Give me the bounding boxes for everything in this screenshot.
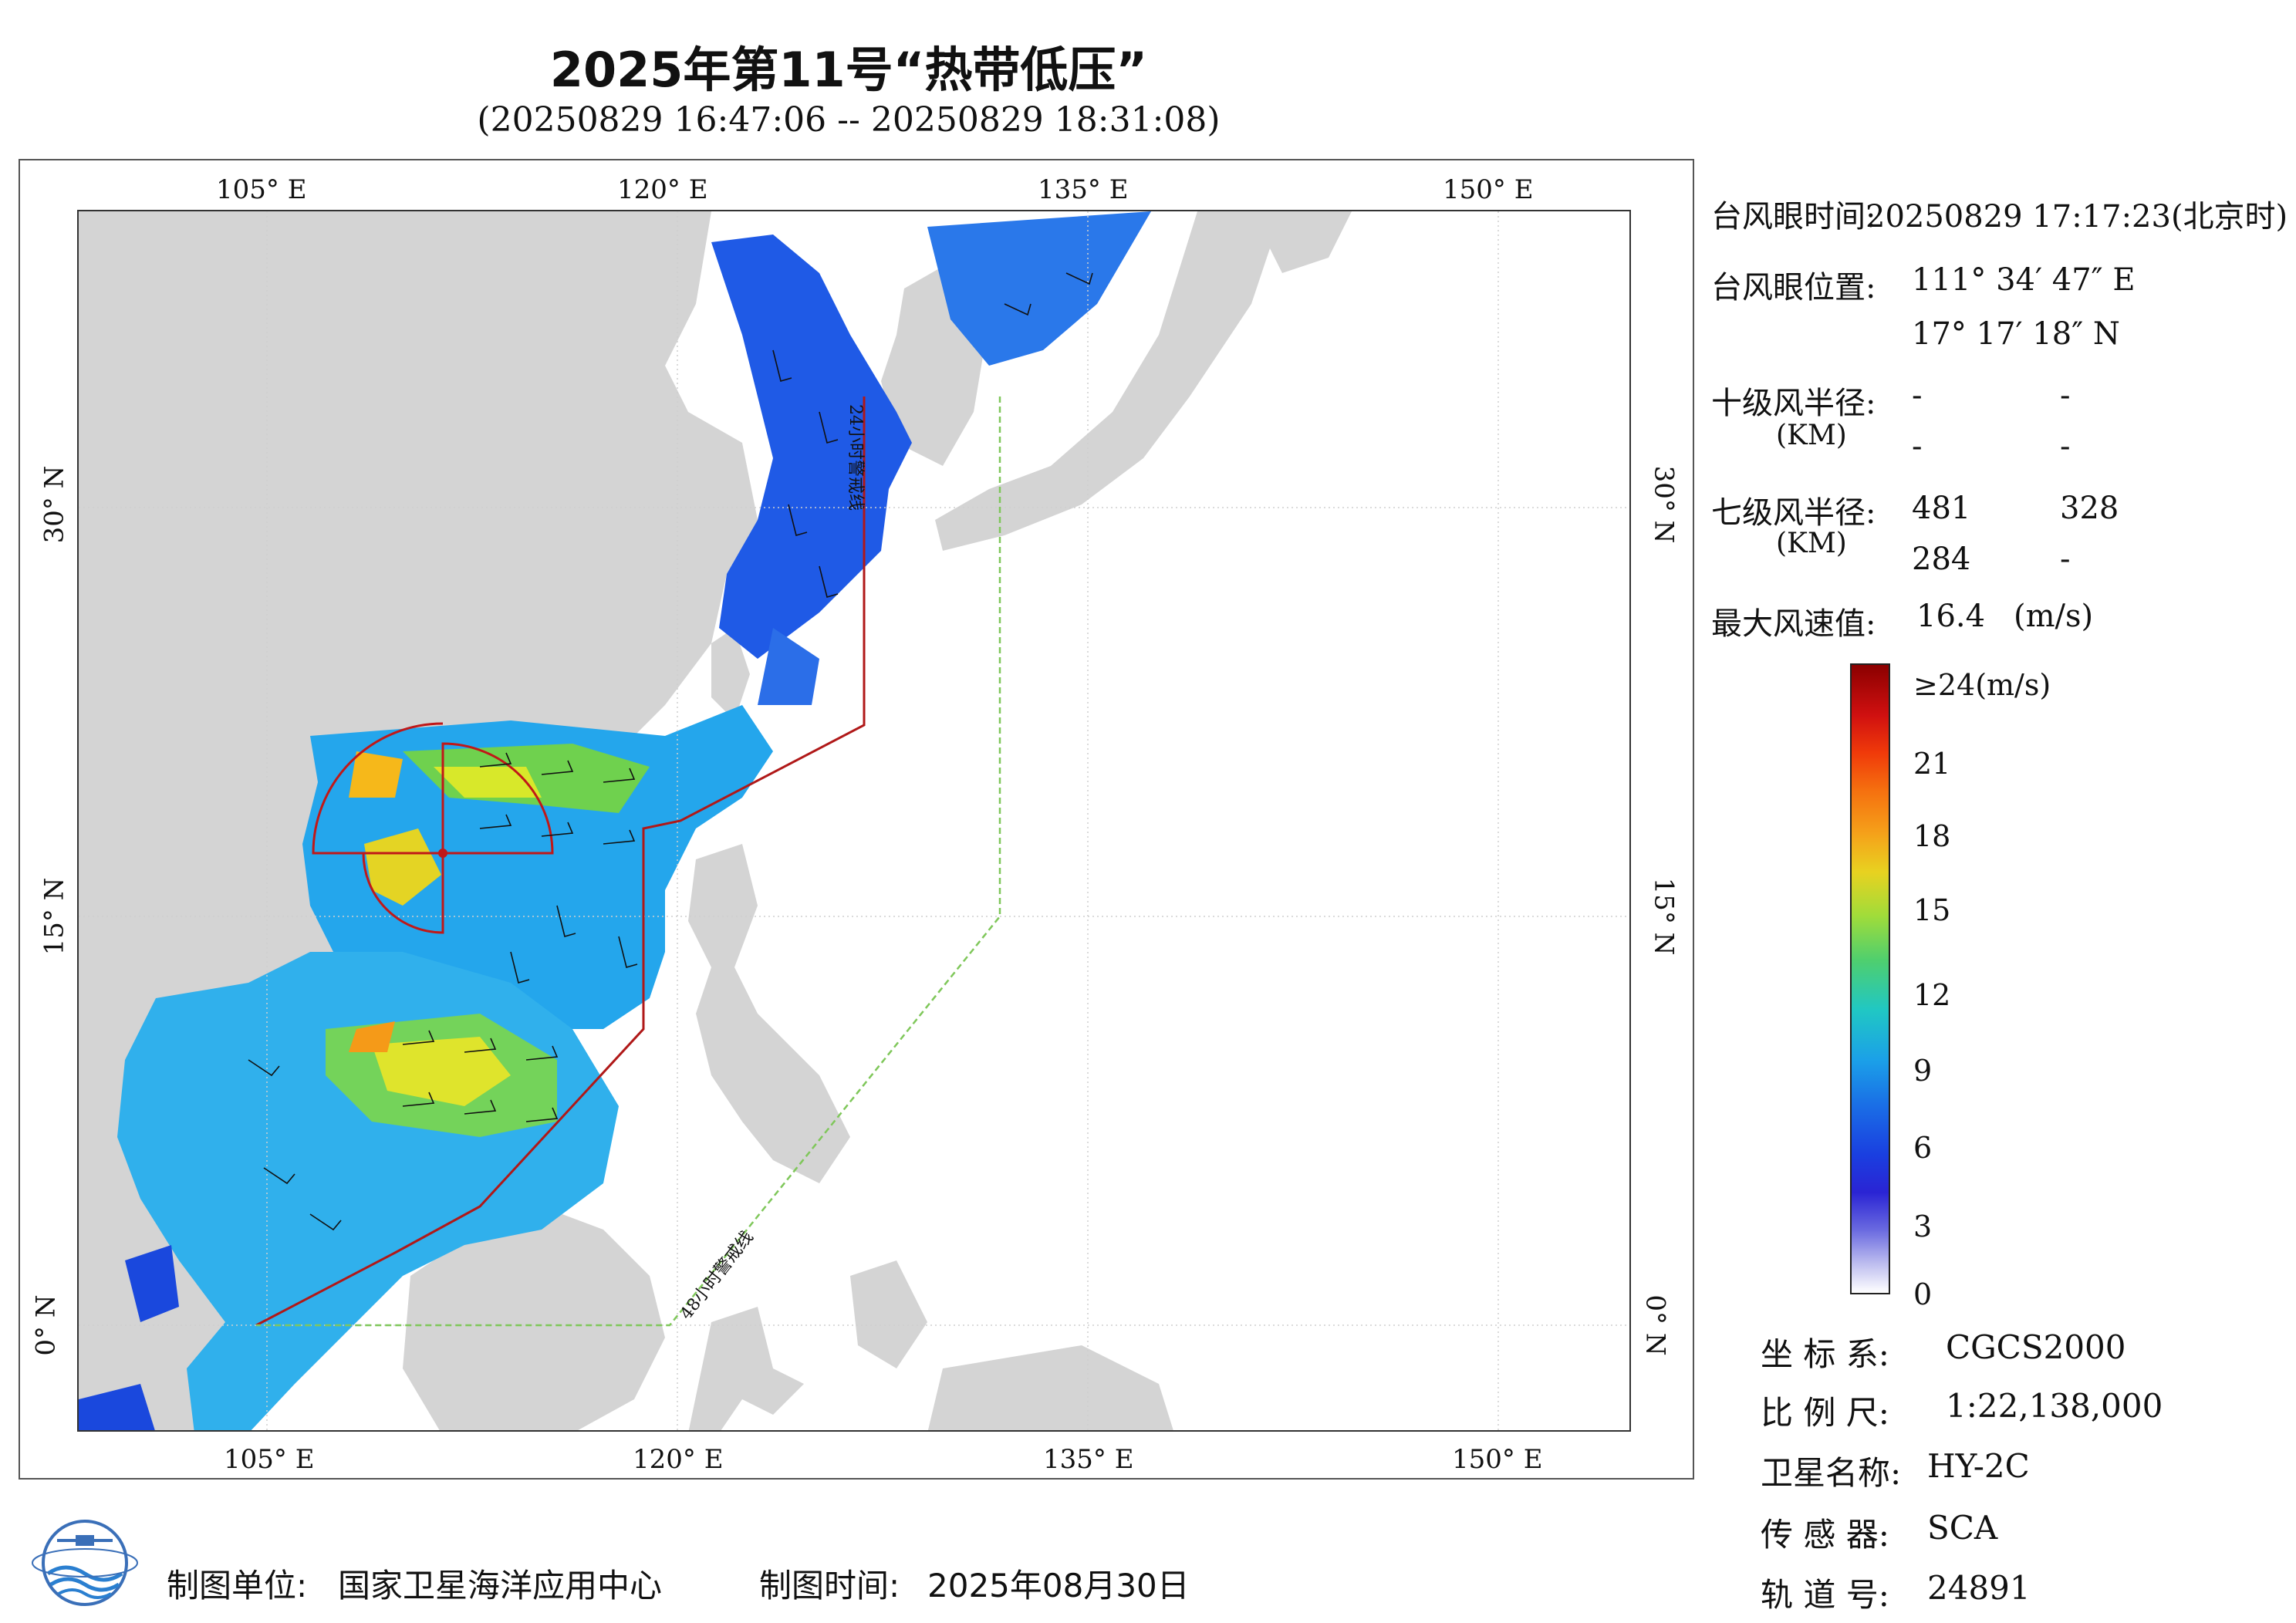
- typhoon-eye-marker: [438, 849, 447, 858]
- r10-value: -: [1912, 378, 1923, 413]
- colorbar-label: 15: [1913, 893, 1951, 927]
- satellite-value: HY-2C: [1927, 1447, 2030, 1485]
- warning-line-24h: [255, 396, 866, 1327]
- colorbar-label: 3: [1913, 1210, 1933, 1243]
- map-frame: [19, 159, 1694, 1480]
- colorbar-label: ≥24(m/s): [1913, 668, 2051, 702]
- warning-line-48h: [256, 396, 1001, 1327]
- producer-value: 国家卫星海洋应用中心: [338, 1567, 663, 1604]
- wind-swath: [79, 211, 1151, 1430]
- wind-speed-colorbar: [1850, 663, 1890, 1294]
- crs-label: 坐 标 系:: [1761, 1335, 1889, 1373]
- sensor-label: 传 感 器:: [1761, 1516, 1889, 1554]
- r7-unit: (KM): [1776, 528, 1847, 559]
- r7-value: -: [2060, 542, 2071, 577]
- lat-tick-right: 30° N: [1648, 465, 1680, 544]
- lat-tick-left: 0° N: [30, 1294, 62, 1356]
- lat-tick-right: 15° N: [1648, 877, 1680, 956]
- lat-tick-right: 0° N: [1639, 1294, 1671, 1356]
- r10-label: 十级风半径:: [1711, 386, 1876, 421]
- colorbar-label: 18: [1913, 819, 1951, 853]
- max-wind-label: 最大风速值:: [1711, 606, 1876, 642]
- lon-tick-top: 150° E: [1443, 174, 1534, 205]
- eye-time-label: 台风眼时间:: [1711, 199, 1876, 235]
- crs-value: CGCS2000: [1946, 1328, 2126, 1366]
- orbit-value: 24891: [1927, 1569, 2031, 1607]
- r7-value: 284: [1912, 542, 1971, 577]
- nsoas-logo-icon: [32, 1520, 138, 1606]
- colorbar-label: 0: [1913, 1277, 1933, 1311]
- r7-label: 七级风半径:: [1711, 495, 1876, 531]
- map-subtitle: (20250829 16:47:06 -- 20250829 18:31:08): [477, 100, 1221, 140]
- lon-tick-top: 120° E: [617, 174, 708, 205]
- eye-position-label: 台风眼位置:: [1711, 270, 1876, 305]
- wind-map: 24小时警戒线 48小时警戒线: [77, 210, 1631, 1432]
- lon-tick-bottom: 135° E: [1043, 1444, 1134, 1475]
- max-wind-value: 16.4: [1916, 599, 1986, 634]
- eye-longitude: 111° 34′ 47″ E: [1912, 262, 2136, 298]
- lon-tick-top: 105° E: [216, 174, 307, 205]
- max-wind-unit: (m/s): [2014, 599, 2094, 634]
- r10-unit: (KM): [1776, 420, 1847, 451]
- warning-line-24h-label: 24小时警戒线: [846, 404, 865, 511]
- map-canvas: 24小时警戒线 48小时警戒线: [79, 211, 1629, 1430]
- lon-tick-bottom: 150° E: [1452, 1444, 1543, 1475]
- orbit-label: 轨 道 号:: [1761, 1576, 1889, 1614]
- lon-tick-bottom: 105° E: [224, 1444, 315, 1475]
- satellite-label: 卫星名称:: [1761, 1454, 1902, 1492]
- producer-label: 制图单位:: [167, 1567, 308, 1604]
- eye-latitude: 17° 17′ 18″ N: [1912, 316, 2120, 352]
- sensor-value: SCA: [1927, 1509, 1998, 1547]
- warning-line-48h-label: 48小时警戒线: [677, 1228, 758, 1324]
- date-value: 2025年08月30日: [927, 1567, 1190, 1604]
- colorbar-label: 6: [1913, 1131, 1933, 1165]
- r7-value: 328: [2060, 491, 2119, 526]
- date-label: 制图时间:: [759, 1567, 900, 1604]
- r10-value: -: [2060, 429, 2071, 464]
- scale-value: 1:22,138,000: [1946, 1387, 2163, 1425]
- lat-tick-left: 30° N: [39, 465, 70, 544]
- r10-value: -: [2060, 378, 2071, 413]
- map-title: 2025年第11号“热带低压”: [549, 42, 1148, 98]
- lat-tick-left: 15° N: [39, 877, 70, 956]
- lon-tick-top: 135° E: [1038, 174, 1129, 205]
- wind-barbs: [248, 272, 1093, 1231]
- colorbar-label: 12: [1913, 978, 1951, 1012]
- r7-value: 481: [1912, 491, 1971, 526]
- lon-tick-bottom: 120° E: [633, 1444, 724, 1475]
- colorbar-label: 9: [1913, 1054, 1933, 1088]
- eye-time-value: 20250829 17:17:23(北京时): [1866, 199, 2288, 235]
- wind-radius-7: [312, 722, 554, 934]
- r10-value: -: [1912, 429, 1923, 464]
- colorbar-label: 21: [1913, 747, 1951, 781]
- scale-label: 比 例 尺:: [1761, 1394, 1889, 1432]
